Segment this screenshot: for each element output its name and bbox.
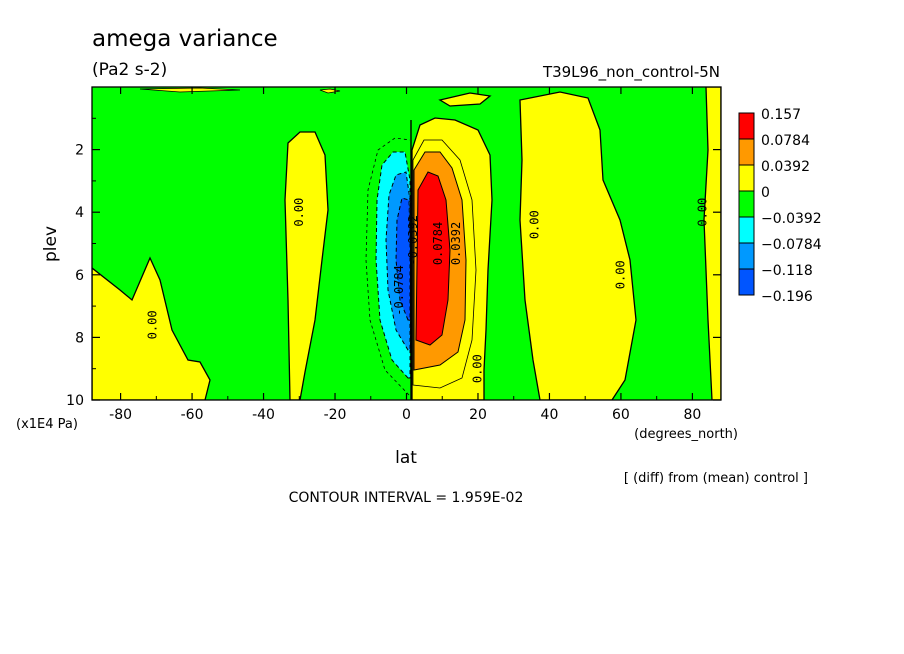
x-tick-label: 80: [683, 407, 701, 423]
contour-field: 0.00 0.00 0.00 0.00 0.00 0.00 0.0784 0.0392 -0.0…: [92, 87, 721, 400]
contour-label: 0.00: [292, 198, 306, 227]
negative-contour-outer: [365, 137, 411, 396]
yellow-sliver-top-2: [139, 87, 241, 93]
yellow-region-lat-50: [519, 91, 637, 400]
x-axis-units: (degrees_north): [634, 427, 738, 442]
yellow-region-east-edge: [703, 87, 721, 400]
y-axis-ticks: 2 4 6 8 10: [66, 117, 721, 409]
contour-label: -0.0784: [392, 265, 406, 316]
legend-label: −0.0392: [761, 211, 822, 227]
legend-label: 0.157: [761, 107, 801, 123]
contour-label: 0.00: [696, 198, 710, 227]
contour-label: 0.0784: [431, 222, 445, 265]
y-tick-label: 8: [75, 330, 84, 346]
legend-label: 0: [761, 185, 770, 201]
contour-label: 0.0392: [449, 222, 463, 265]
legend-swatch: [738, 138, 755, 166]
legend-swatch: [738, 190, 755, 218]
dark-blue-region: [395, 197, 411, 321]
contour-interval-note: CONTOUR INTERVAL = 1.959E-02: [289, 490, 524, 506]
legend-label: 0.0392: [761, 159, 810, 175]
red-region: [415, 171, 451, 346]
legend-label: −0.118: [761, 263, 813, 279]
color-legend: 0.157 0.0784 0.0392 0 −0.0392 −0.0784 −0.118 −0…: [738, 107, 822, 305]
legend-swatch: [738, 216, 755, 244]
contour-label: 0.00: [528, 210, 542, 239]
y-axis-label: plev: [41, 226, 61, 262]
contour-label: 0.00: [614, 260, 628, 289]
contour-label: 0.00: [471, 354, 485, 383]
contour-label: -0.0392: [406, 215, 420, 266]
legend-swatch: [738, 242, 755, 270]
chart-units: (Pa2 s-2): [92, 60, 167, 80]
yellow-region-top-small: [438, 92, 492, 107]
chart-title: amega variance: [92, 26, 278, 52]
legend-label: 0.0784: [761, 133, 810, 149]
x-tick-label: -60: [181, 407, 204, 423]
x-tick-label: 0: [402, 407, 411, 423]
yellow-region-sw: [92, 256, 211, 400]
y-tick-label: 10: [66, 393, 84, 409]
positive-contour-outer: [412, 139, 477, 389]
contour-label: 0.00: [145, 310, 159, 339]
x-tick-label: 40: [541, 407, 559, 423]
x-tick-label: -80: [109, 407, 132, 423]
y-tick-label: 2: [75, 143, 84, 159]
y-tick-label: 4: [75, 205, 84, 221]
x-tick-label: -20: [324, 407, 347, 423]
legend-label: −0.0784: [761, 237, 822, 253]
x-axis-label: lat: [395, 448, 417, 468]
yellow-region-lat-minus30: [284, 131, 329, 400]
legend-swatch: [738, 164, 755, 192]
x-axis-ticks: -80 -60 -40 -20 0 20 40 60 80: [109, 87, 701, 423]
x-tick-label: 60: [612, 407, 630, 423]
run-label: T39L96_non_control-5N: [542, 63, 720, 82]
y-tick-label: 6: [75, 268, 84, 284]
x-tick-label: 20: [469, 407, 487, 423]
legend-swatch: [738, 268, 755, 296]
y-axis-units: (x1E4 Pa): [16, 417, 78, 432]
contour-labels: 0.00 0.00 0.00 0.00 0.00 0.00 0.0784 0.0392 -0.0…: [145, 198, 709, 383]
legend-swatch: [738, 112, 755, 140]
legend-label: −0.196: [761, 289, 813, 305]
diff-note: [ (diff) from (mean) control ]: [624, 471, 808, 486]
x-tick-label: -40: [252, 407, 275, 423]
